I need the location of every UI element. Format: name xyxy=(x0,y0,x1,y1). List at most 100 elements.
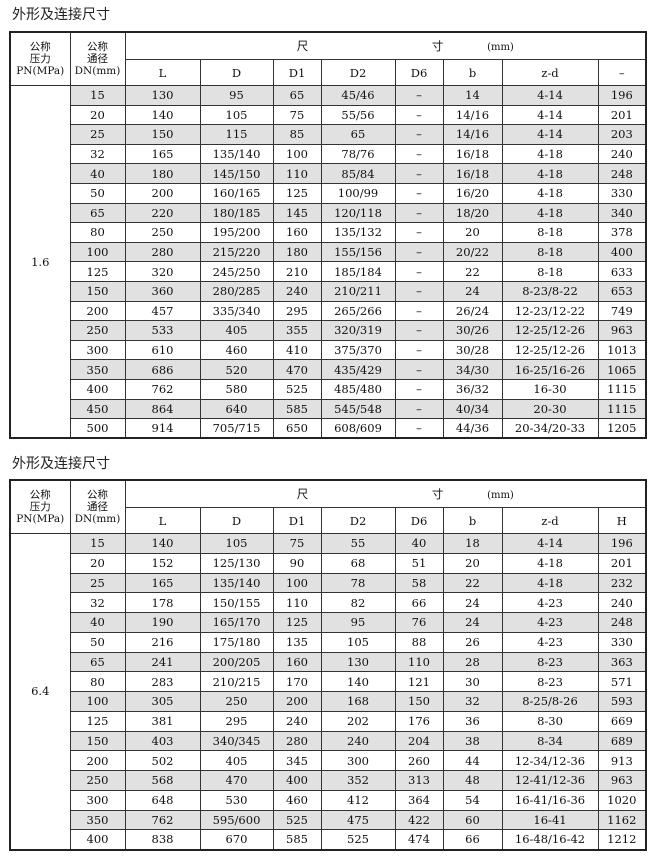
table-cell: 1115 xyxy=(597,378,647,400)
table-cell: 120/118 xyxy=(320,202,396,224)
table-cell: 4-18 xyxy=(501,143,599,165)
table-cell: 216 xyxy=(124,631,201,653)
table-cell: 705/715 xyxy=(199,418,274,439)
table-cell: 160/165 xyxy=(199,182,274,204)
header-dim-chi1: 尺 xyxy=(296,487,309,501)
table-cell: 165 xyxy=(124,143,201,165)
table-cell: – xyxy=(394,182,444,204)
table-cell: 4-23 xyxy=(501,631,599,653)
table-cell: 201 xyxy=(597,552,647,574)
table-cell: 203 xyxy=(597,124,647,145)
table-cell: – xyxy=(394,339,444,361)
table-cell: 180/185 xyxy=(199,202,274,224)
table-cell: 34/30 xyxy=(442,359,503,380)
header-dim-chi2: 寸 xyxy=(431,39,444,53)
table-cell: 125 xyxy=(272,612,322,633)
table-cell: 295 xyxy=(199,710,274,732)
table-cell: 24 xyxy=(442,592,503,613)
table-cell: 100 xyxy=(272,143,322,165)
table-cell: 30 xyxy=(442,671,503,692)
table-cell: 180 xyxy=(272,241,322,263)
table-cell: – xyxy=(394,280,444,302)
table-cell: 525 xyxy=(272,809,322,831)
table-cell: 8-25/8-26 xyxy=(501,691,599,712)
pressure-cell: 6.4 xyxy=(9,533,71,850)
dn-cell: 50 xyxy=(69,631,126,653)
table-cell: 165/170 xyxy=(199,612,274,633)
table-cell: 16/18 xyxy=(442,163,503,184)
table-cell: 135/132 xyxy=(320,222,396,243)
table-cell: 4-23 xyxy=(501,592,599,613)
table-cell: 485/480 xyxy=(320,378,396,400)
table-cell: 470 xyxy=(272,359,322,380)
dn-cell: 200 xyxy=(69,750,126,771)
table-cell: 300 xyxy=(320,750,396,771)
table-cell: 963 xyxy=(597,320,647,341)
table-cell: 160 xyxy=(272,222,322,243)
table-cell: – xyxy=(394,124,444,145)
table-cell: 16-25/16-26 xyxy=(501,359,599,380)
table-cell: 363 xyxy=(597,651,647,673)
table-cell: 105 xyxy=(320,631,396,653)
table-cell: 1020 xyxy=(597,789,647,811)
table-row: 500 914 705/715 650 608/609–44/36 20-34/20-33… xyxy=(10,418,647,439)
table-cell: 130 xyxy=(124,85,201,106)
table-cell: 653 xyxy=(597,280,647,302)
header-dimensions: 尺 寸 (mm) xyxy=(124,479,647,508)
table-cell: 260 xyxy=(394,750,444,771)
table-cell: 375/370 xyxy=(320,339,396,361)
table-cell: – xyxy=(394,359,444,380)
column-header: – xyxy=(597,59,647,86)
dn-cell: 20 xyxy=(69,104,126,126)
table-cell: 20/22 xyxy=(442,241,503,263)
table-cell: 320 xyxy=(124,261,201,282)
table-cell: 240 xyxy=(597,143,647,165)
table-cell: 44 xyxy=(442,750,503,771)
column-header: D2 xyxy=(320,507,396,534)
table-cell: 364 xyxy=(394,789,444,811)
table-cell: 405 xyxy=(199,320,274,341)
table-cell: 125/130 xyxy=(199,552,274,574)
table-row: 65 241 200/205 160 130 110 28 8-23 363 xyxy=(10,651,647,673)
table-cell: 220 xyxy=(124,202,201,224)
table-row: 125 320 245/250 210 185/184–22 8-18 633 xyxy=(10,261,647,282)
dn-cell: 450 xyxy=(69,398,126,420)
table-title-2: 外形及连接尺寸 xyxy=(12,456,110,472)
dn-cell: 500 xyxy=(69,418,126,439)
table-cell: 140 xyxy=(124,533,201,554)
table-cell: – xyxy=(394,398,444,420)
table-cell: 12-41/12-36 xyxy=(501,770,599,791)
column-header: L xyxy=(124,507,201,534)
table-cell: 78/76 xyxy=(320,143,396,165)
table-cell: 8-34 xyxy=(501,730,599,752)
table-cell: 4-18 xyxy=(501,182,599,204)
table-cell: 75 xyxy=(272,104,322,126)
table-cell: – xyxy=(394,222,444,243)
table-cell: 26/24 xyxy=(442,300,503,322)
dn-cell: 40 xyxy=(69,163,126,184)
table-cell: 457 xyxy=(124,300,201,322)
table-row: 100 305 250 200 168 150 32 8-25/8-26 593 xyxy=(10,691,647,712)
table-row: 350 686 520 470 435/429–34/30 16-25/16-26 1065 xyxy=(10,359,647,380)
table-cell: 88 xyxy=(394,631,444,653)
table-cell: 45/46 xyxy=(320,85,396,106)
table-cell: 200 xyxy=(124,182,201,204)
table-cell: 352 xyxy=(320,770,396,791)
table-cell: 4-14 xyxy=(501,85,599,106)
table-cell: 20 xyxy=(442,222,503,243)
table-cell: 95 xyxy=(320,612,396,633)
dn-cell: 125 xyxy=(69,261,126,282)
table-cell: 125 xyxy=(272,182,322,204)
table-cell: 8-23 xyxy=(501,671,599,692)
table-cell: 130 xyxy=(320,651,396,673)
table-cell: 460 xyxy=(199,339,274,361)
table-cell: 165 xyxy=(124,572,201,594)
dn-cell: 250 xyxy=(69,320,126,341)
table-cell: – xyxy=(394,85,444,106)
table-cell: 265/266 xyxy=(320,300,396,322)
table-cell: 650 xyxy=(272,418,322,439)
table-cell: 749 xyxy=(597,300,647,322)
table-cell: 204 xyxy=(394,730,444,752)
header-dim-unit: (mm) xyxy=(487,490,514,501)
table-cell: 85 xyxy=(272,124,322,145)
